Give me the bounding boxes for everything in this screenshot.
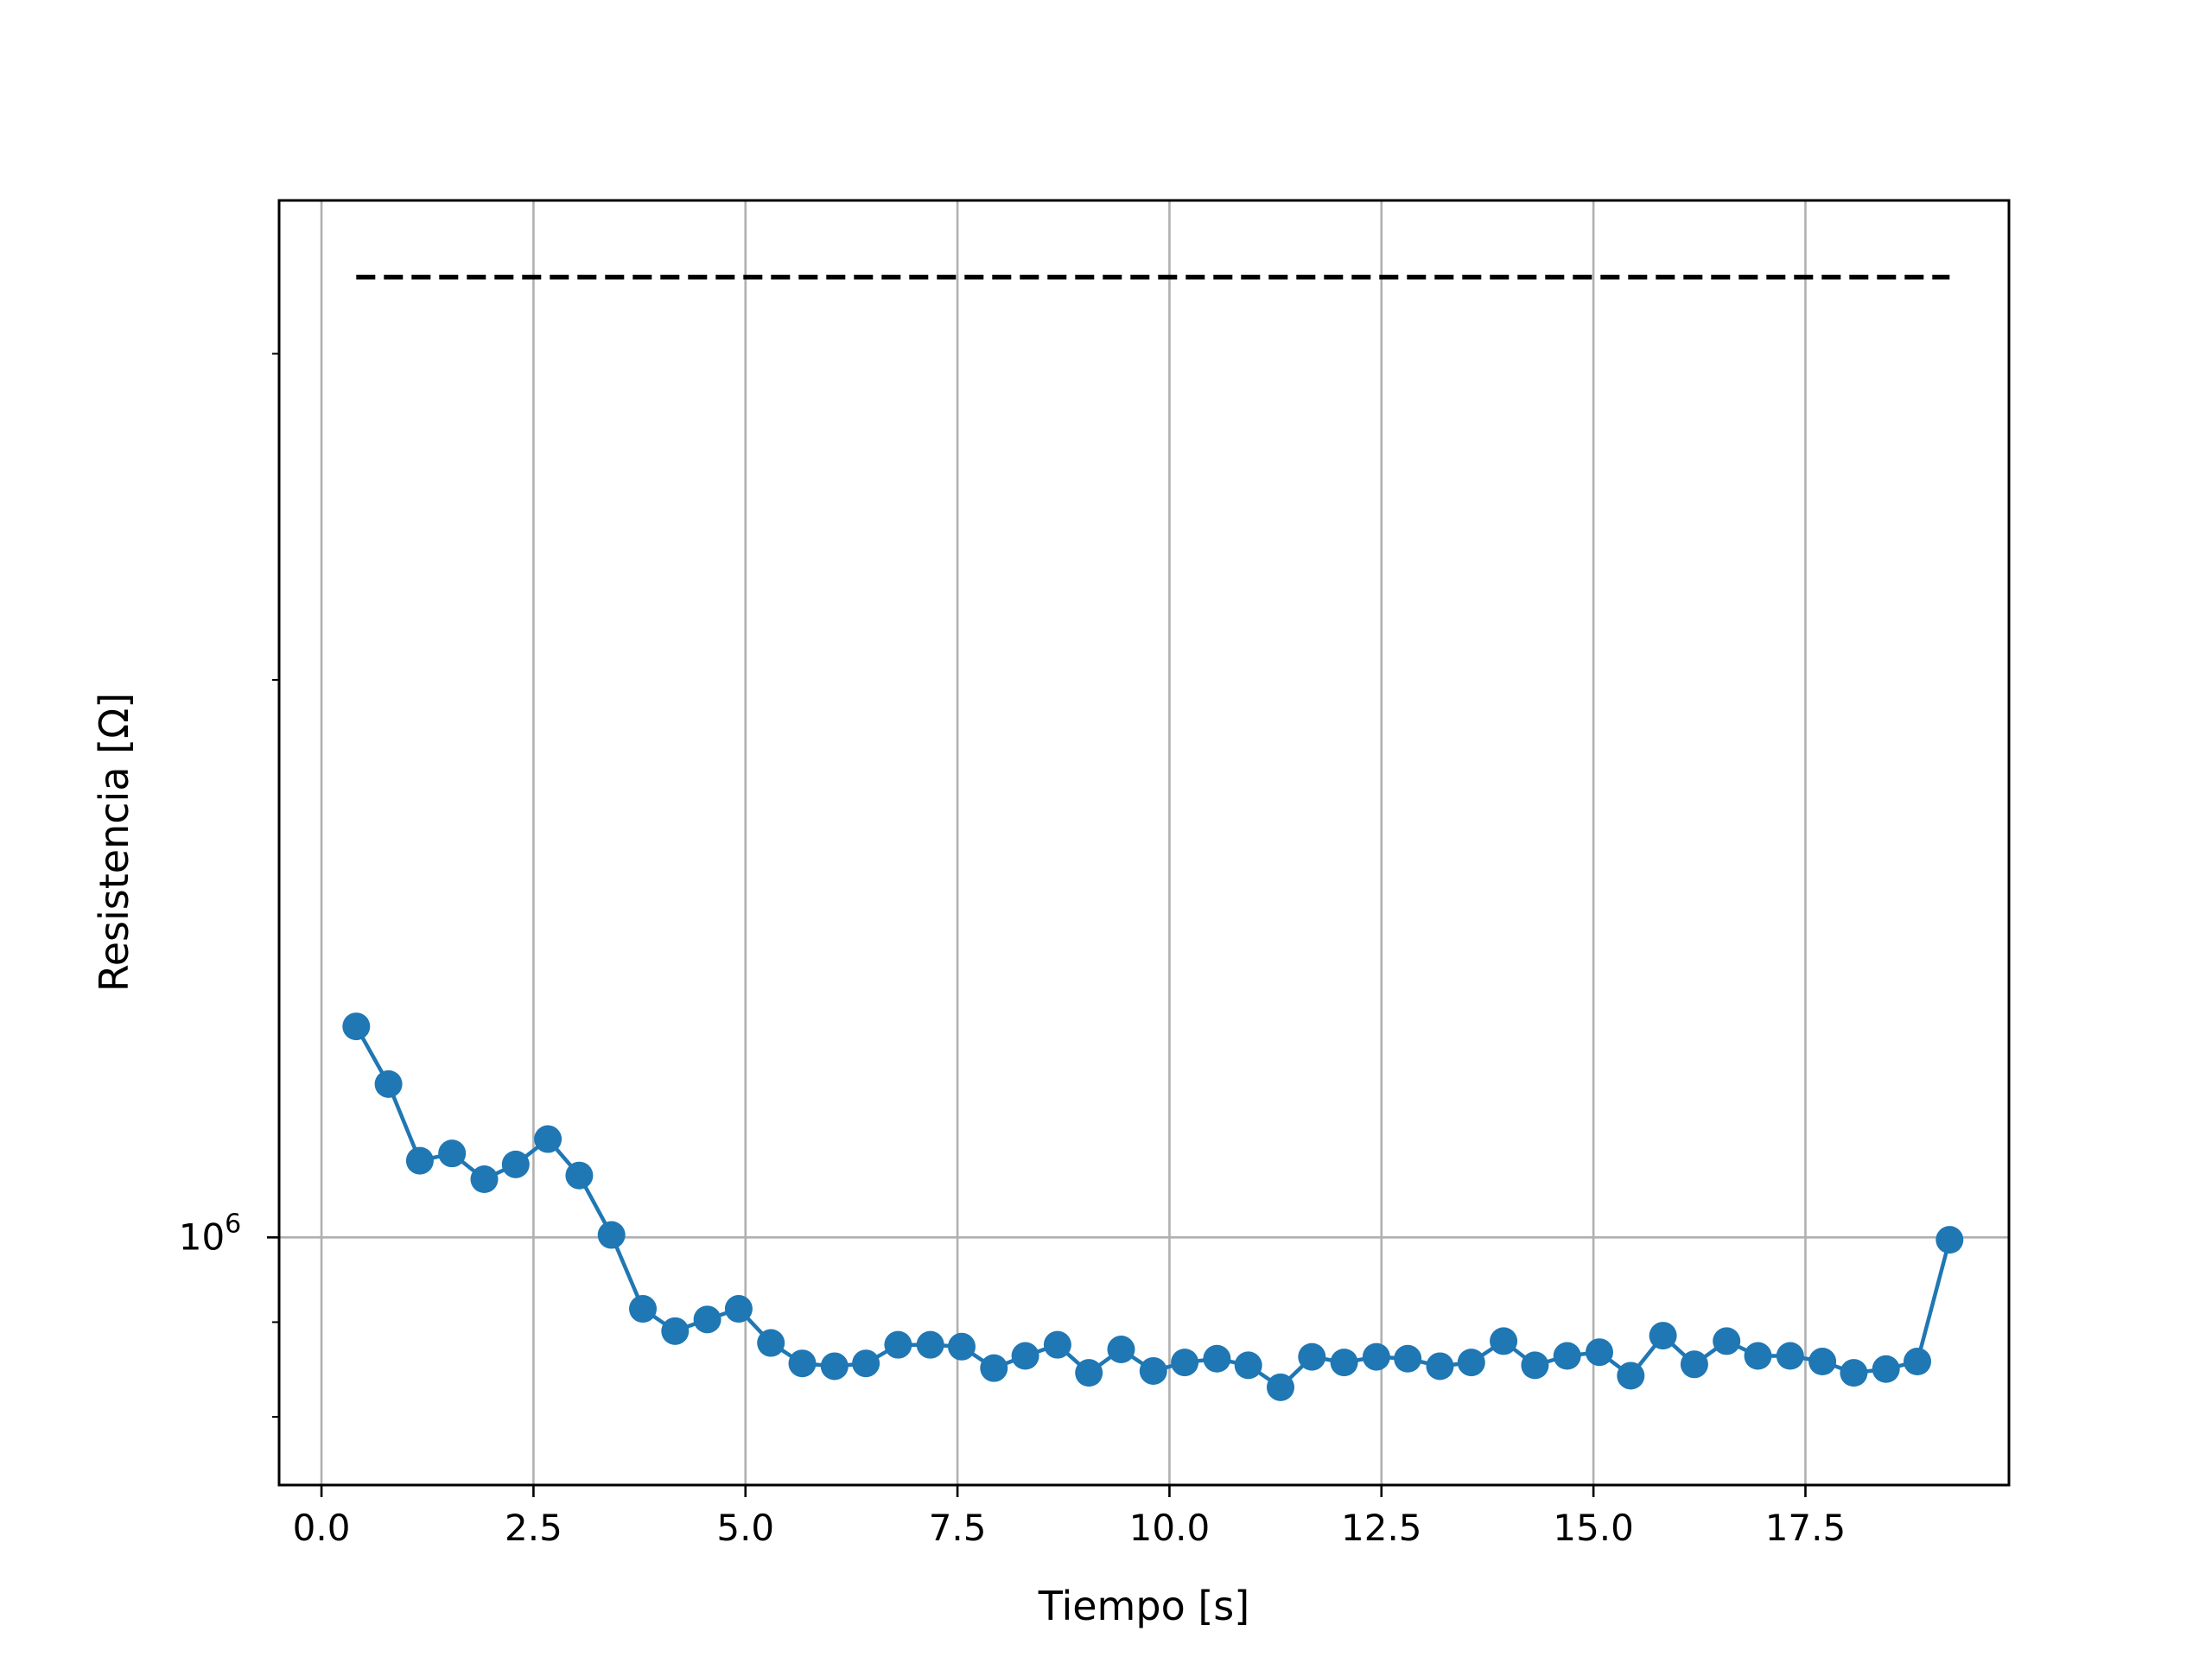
data-point	[1043, 1330, 1071, 1359]
data-point	[629, 1295, 658, 1323]
x-tick-label: 15.0	[1553, 1507, 1634, 1549]
data-point	[1426, 1352, 1454, 1381]
data-point	[1744, 1342, 1772, 1370]
data-point	[597, 1221, 626, 1249]
data-point	[980, 1354, 1008, 1382]
data-point	[1298, 1342, 1326, 1371]
data-point	[1680, 1350, 1708, 1379]
data-point	[724, 1295, 753, 1323]
x-tick-label: 7.5	[929, 1507, 987, 1549]
data-point	[1171, 1349, 1199, 1377]
data-point	[1203, 1344, 1231, 1373]
ticks: 0.0 2.5 5.0 7.5 10.0 12.5 15.0 17.5 106	[179, 352, 1847, 1549]
data-point	[916, 1330, 944, 1359]
data-point	[1840, 1359, 1868, 1387]
data-point	[1713, 1327, 1741, 1355]
y-tick-base: 10	[179, 1216, 225, 1258]
data-point	[1490, 1327, 1518, 1355]
x-tick-label: 5.0	[716, 1507, 774, 1549]
data-point	[820, 1352, 849, 1381]
axes-background	[279, 200, 2009, 1485]
data-point	[693, 1305, 721, 1334]
data-point	[1904, 1348, 1932, 1376]
data-point	[661, 1317, 690, 1345]
data-point	[342, 1012, 371, 1041]
data-point	[1649, 1322, 1677, 1350]
data-point	[501, 1150, 530, 1178]
data-point	[1521, 1351, 1549, 1380]
data-point	[788, 1349, 817, 1378]
y-tick-exponent: 6	[225, 1209, 241, 1239]
data-point	[374, 1070, 403, 1098]
data-point	[1585, 1338, 1613, 1367]
data-point	[757, 1329, 785, 1357]
x-axis-label: Tiempo [s]	[1038, 1583, 1249, 1629]
data-point	[1872, 1355, 1900, 1383]
data-point	[1553, 1342, 1581, 1370]
data-point	[948, 1332, 976, 1361]
y-axis-label: Resistencia [Ω]	[91, 693, 137, 992]
data-point	[1234, 1351, 1262, 1380]
data-point	[1362, 1342, 1390, 1371]
data-point	[470, 1165, 499, 1194]
x-tick-label: 12.5	[1341, 1507, 1422, 1549]
x-tick-label: 17.5	[1765, 1507, 1847, 1549]
data-point	[1808, 1348, 1837, 1376]
data-point	[852, 1349, 880, 1378]
data-point	[565, 1161, 594, 1190]
data-point	[1776, 1342, 1804, 1370]
x-tick-label: 2.5	[505, 1507, 563, 1549]
axes-frame	[277, 199, 2011, 1487]
data-point	[1139, 1356, 1167, 1385]
data-point	[1011, 1342, 1039, 1370]
data-point	[1330, 1349, 1358, 1377]
data-point	[1075, 1359, 1103, 1387]
data-point	[438, 1139, 467, 1168]
data-point	[534, 1125, 563, 1153]
data-point	[884, 1330, 912, 1359]
data-point	[405, 1146, 434, 1175]
x-tick-label: 0.0	[293, 1507, 351, 1549]
data-point	[1267, 1373, 1295, 1401]
data-point	[1457, 1349, 1485, 1377]
x-tick-label: 10.0	[1129, 1507, 1211, 1549]
series-layer	[342, 274, 1964, 1401]
data-point	[1394, 1344, 1422, 1373]
y-tick-label: 106	[179, 1209, 242, 1258]
grid	[279, 200, 2009, 1485]
data-point	[1936, 1226, 1964, 1254]
data-point	[1107, 1336, 1135, 1364]
data-point	[1617, 1362, 1645, 1390]
